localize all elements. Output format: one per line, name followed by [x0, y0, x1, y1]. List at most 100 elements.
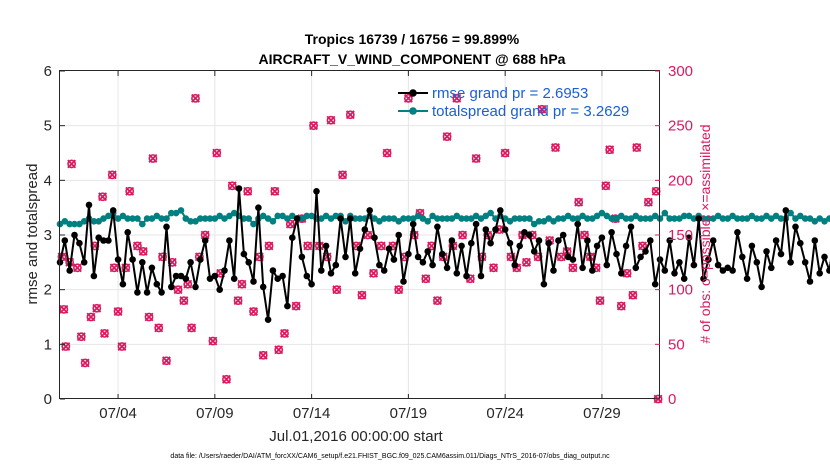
obs-assimilated-marker [100, 328, 109, 338]
obs-possible-marker [61, 342, 71, 351]
obs-possible-marker [191, 93, 200, 103]
totalspread-point [661, 209, 669, 217]
obs-possible-marker [237, 279, 247, 289]
rmse-point [95, 234, 102, 241]
y-axis-left: 0 1 2 3 4 5 6 [44, 63, 65, 408]
rmse-point [322, 242, 330, 250]
rmse-point [192, 283, 199, 291]
totalspread-point [197, 215, 204, 222]
obs-possible-marker [80, 358, 90, 368]
rmse-point [390, 256, 398, 263]
obs-assimilated-marker [332, 285, 342, 295]
obs-count-markers [57, 93, 663, 404]
rmse-point [530, 248, 538, 255]
obs-assimilated-marker [500, 148, 510, 158]
obs-possible-marker [76, 332, 86, 342]
obs-possible-marker [144, 312, 154, 322]
totalspread-point [216, 212, 223, 220]
rmse-point [255, 204, 262, 211]
obs-possible-marker [458, 230, 467, 240]
totalspread-point [327, 215, 335, 222]
rmse-point [739, 253, 746, 261]
legend-rmse-label: rmse grand pr = 2.6953 [432, 85, 588, 102]
rmse-point [511, 261, 519, 269]
obs-possible-marker [605, 145, 615, 155]
obs-count-point [270, 186, 280, 196]
rmse-point [458, 242, 465, 250]
totalspread-point [574, 215, 581, 222]
totalspread-point [608, 215, 615, 222]
obs-count-point [92, 303, 102, 313]
rmse-point [414, 253, 422, 261]
rmse-point [593, 242, 601, 250]
rmse-point [714, 261, 722, 269]
obs-possible-marker [154, 323, 164, 333]
totalspread-point [332, 212, 340, 220]
rmse-point [80, 259, 88, 266]
obs-possible-marker [117, 342, 127, 351]
totalspread-point [589, 215, 596, 222]
rmse-point [787, 259, 794, 266]
rmse-point [477, 272, 485, 280]
rmse-point [632, 264, 640, 272]
totalspread-point [439, 215, 446, 222]
rmse-point [356, 245, 364, 252]
rmse-point [724, 264, 731, 272]
obs-possible-marker [471, 154, 481, 163]
obs-possible-marker [274, 345, 284, 355]
obs-possible-marker [133, 241, 142, 251]
totalspread-point [211, 215, 219, 222]
totalspread-point [158, 215, 165, 222]
totalspread-point [705, 215, 712, 222]
obs-assimilated-marker [345, 110, 355, 120]
rmse-point [472, 220, 480, 228]
totalspread-point [468, 215, 475, 222]
rmse-point [235, 185, 243, 192]
totalspread-point [298, 215, 306, 222]
rmse-point [613, 250, 620, 258]
rmse-point [264, 316, 272, 324]
obs-count-point [421, 274, 431, 284]
obs-assimilated-marker [432, 296, 442, 306]
totalspread-point [598, 209, 606, 217]
rmse-point [559, 231, 567, 239]
rmse-point [308, 280, 315, 288]
obs-possible-marker [109, 263, 119, 273]
rmse-point [642, 248, 649, 255]
obs-assimilated-marker [67, 159, 77, 169]
rmse-point [187, 259, 194, 266]
obs-count-point [148, 154, 158, 163]
rmse-point [816, 270, 823, 277]
obs-count-point [173, 285, 183, 295]
rmse-point [129, 256, 136, 263]
obs-count-point [179, 296, 189, 306]
totalspread-point [637, 215, 644, 222]
rmse-point [303, 272, 311, 280]
totalspread-point [226, 212, 233, 220]
obs-possible-marker [98, 192, 107, 202]
obs-assimilated-marker [595, 296, 605, 306]
totalspread-point [816, 215, 823, 222]
totalspread-point [772, 212, 780, 220]
obs-assimilated-marker [551, 143, 560, 152]
rmse-point [211, 272, 219, 280]
obs-possible-marker [568, 263, 578, 273]
obs-count-point [212, 148, 222, 158]
rmse-point [119, 280, 127, 288]
rmse-point [284, 302, 291, 310]
obs-assimilated-marker [442, 132, 452, 142]
obs-count-point [471, 154, 481, 163]
totalspread-point [187, 218, 194, 225]
rmse-point [206, 275, 214, 283]
totalspread-point [284, 215, 291, 222]
obs-count-point [489, 263, 498, 273]
rmse-point [448, 237, 456, 244]
obs-possible-marker [628, 290, 638, 300]
obs-possible-marker [489, 263, 498, 273]
x-tick-label: 07/09 [196, 405, 234, 422]
obs-assimilated-marker [249, 307, 258, 316]
obs-possible-marker [173, 285, 183, 295]
rmse-point [76, 239, 83, 247]
y-axis-label-right: # of obs: o=possible; ×=assimilated [697, 124, 713, 343]
obs-count-point [274, 345, 284, 355]
